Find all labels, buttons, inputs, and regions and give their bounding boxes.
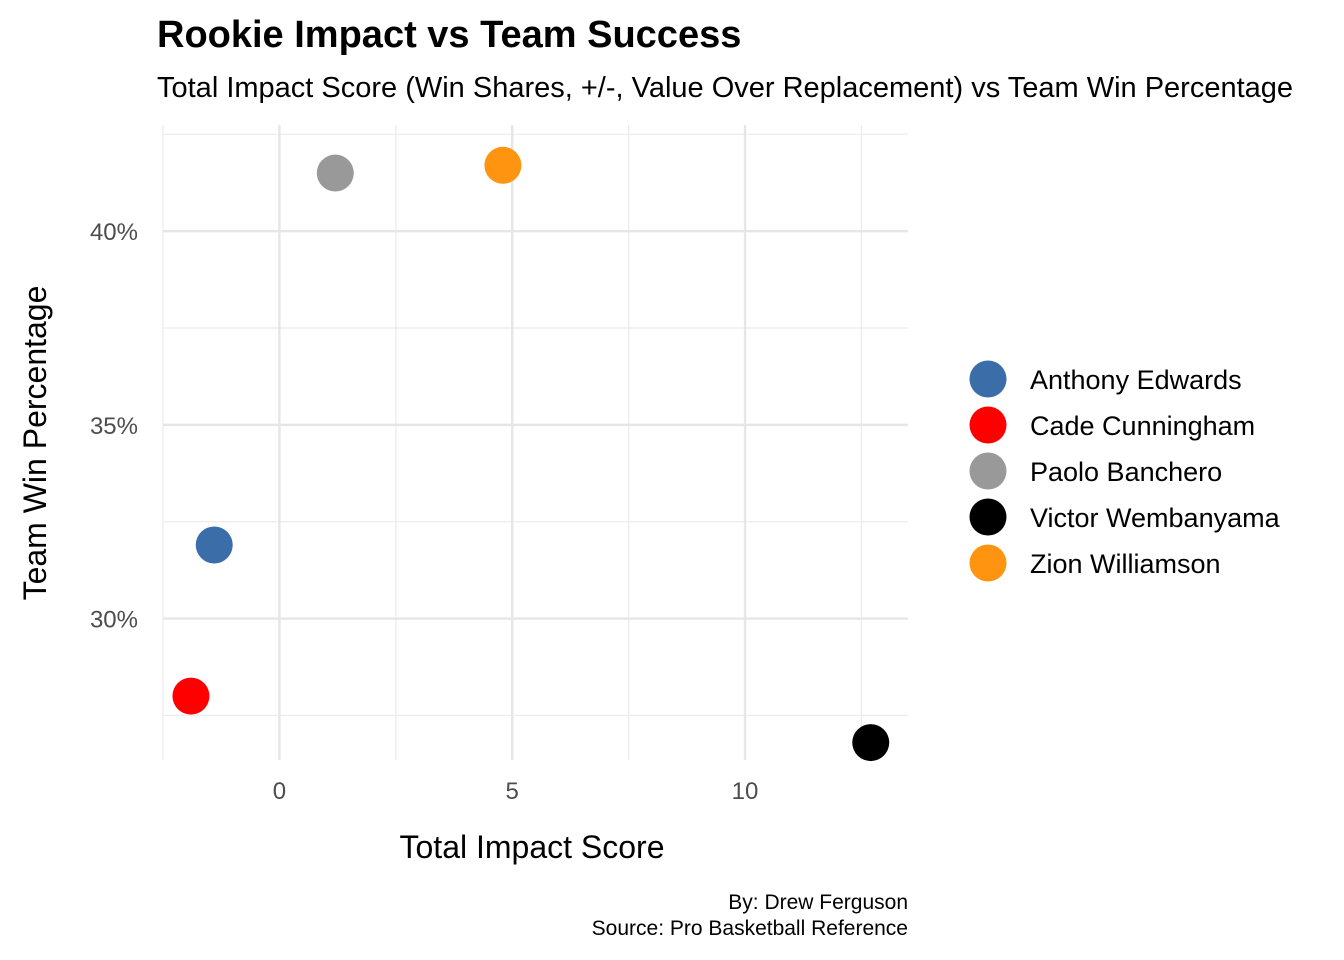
legend-label: Paolo Banchero: [1030, 457, 1222, 487]
y-tick-label: 35%: [90, 413, 138, 440]
caption: By: Drew Ferguson Source: Pro Basketball…: [592, 890, 908, 942]
data-point: [195, 526, 233, 564]
legend-key: [969, 360, 1007, 398]
data-point: [172, 677, 210, 715]
chart-title: Rookie Impact vs Team Success: [157, 14, 742, 56]
caption-source: Source: Pro Basketball Reference: [591, 917, 908, 940]
legend-key: [969, 544, 1007, 582]
legend-key: [969, 406, 1007, 444]
major-gridlines: [163, 125, 908, 760]
x-tick-label: 10: [732, 778, 759, 805]
legend-label: Victor Wembanyama: [1030, 503, 1281, 533]
data-points: [172, 146, 890, 762]
legend-key: [969, 452, 1007, 490]
data-point: [484, 146, 522, 184]
x-tick-label: 5: [506, 778, 519, 805]
legend-key: [969, 498, 1007, 536]
legend-label: Cade Cunningham: [1030, 411, 1255, 441]
legend-label: Anthony Edwards: [1030, 365, 1242, 395]
minor-gridlines: [162, 125, 908, 760]
y-tick-label: 30%: [90, 607, 138, 634]
y-axis-title: Team Win Percentage: [17, 286, 53, 601]
x-axis-ticks: 0 5 10: [273, 778, 759, 805]
chart-subtitle: Total Impact Score (Win Shares, +/-, Val…: [157, 72, 1294, 104]
caption-author: By: Drew Ferguson: [728, 891, 908, 914]
y-tick-label: 40%: [90, 219, 138, 246]
data-point: [852, 724, 890, 762]
legend-label: Zion Williamson: [1030, 549, 1221, 579]
legend: Anthony Edwards Cade Cunningham Paolo Banc…: [969, 360, 1281, 582]
x-axis-title: Total Impact Score: [400, 829, 665, 865]
y-axis-ticks: 30% 35% 40%: [90, 219, 138, 633]
data-point: [316, 154, 354, 192]
x-tick-label: 0: [273, 778, 286, 805]
